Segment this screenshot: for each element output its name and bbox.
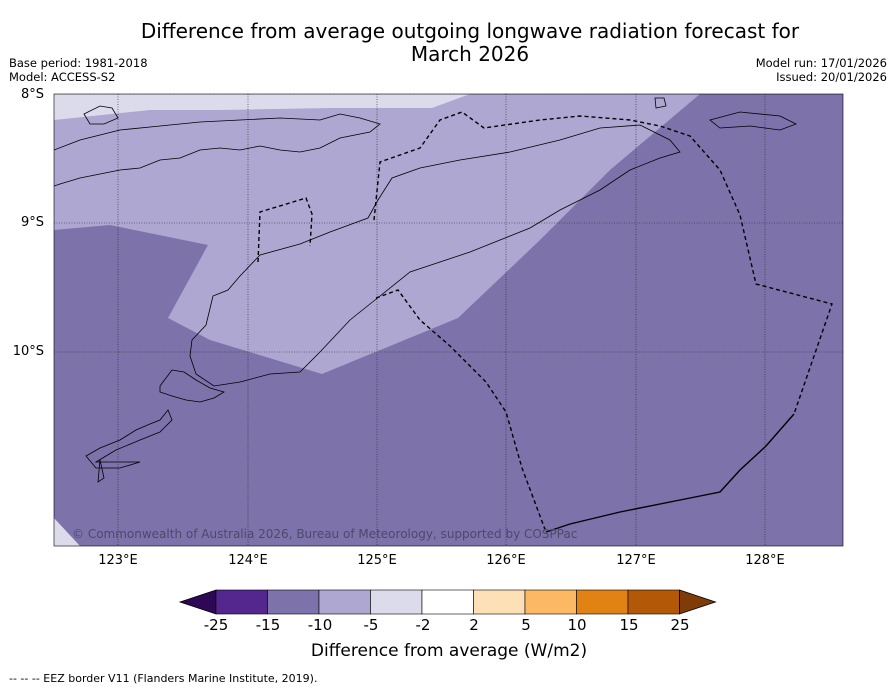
copyright-notice: © Commonwealth of Australia 2026, Bureau… <box>72 527 578 541</box>
model-name: Model: ACCESS-S2 <box>9 70 116 84</box>
model-run: Model run: 17/01/2026 <box>755 56 887 70</box>
eez-border <box>257 111 833 533</box>
timor-island <box>189 124 681 387</box>
colorbar-segment <box>370 589 423 615</box>
colorbar-segment <box>576 589 629 615</box>
map-title: Difference from average outgoing longwav… <box>100 20 840 66</box>
lat-label-10s: 10°S <box>12 344 44 359</box>
map-area <box>54 94 843 546</box>
title-line-2: March 2026 <box>410 42 530 66</box>
meta-left: Base period: 1981-2018 Model: ACCESS-S2 <box>9 56 148 84</box>
small-island-1 <box>654 97 667 109</box>
flores-island <box>54 113 381 187</box>
cb-tick: -5 <box>363 616 379 634</box>
meta-right: Model run: 17/01/2026 Issued: 20/01/2026 <box>756 56 887 84</box>
alor-island <box>159 369 225 403</box>
cb-tick: -15 <box>255 616 281 634</box>
lat-label-8s: 8°S <box>20 87 44 102</box>
colorbar-segment <box>267 589 320 615</box>
cb-tick: 15 <box>619 616 639 634</box>
gridlines <box>54 94 843 546</box>
region-light-corner <box>54 518 80 546</box>
region-light <box>54 94 470 120</box>
small-island-2 <box>83 105 119 125</box>
colorbar-segment <box>524 589 577 615</box>
colorbar <box>178 589 717 615</box>
lat-label-9s: 9°S <box>20 215 44 230</box>
title-line-1: Difference from average outgoing longwav… <box>140 19 800 43</box>
colorbar-segment <box>421 589 474 615</box>
colorbar-extend-high <box>679 589 717 615</box>
colorbar-label: Difference from average (W/m2) <box>310 641 588 661</box>
colorbar-segment <box>473 589 526 615</box>
lon-label-128e: 128°E <box>745 553 785 568</box>
cb-tick: -25 <box>203 616 229 634</box>
base-period: Base period: 1981-2018 <box>9 56 148 70</box>
lon-label-125e: 125°E <box>357 553 397 568</box>
cb-tick: 5 <box>521 616 531 634</box>
map-frame <box>53 93 844 547</box>
rote-island <box>85 409 173 469</box>
coastlines <box>54 97 797 483</box>
colorbar-segment <box>627 589 680 615</box>
eez-footnote: -- -- -- EEZ border V11 (Flanders Marine… <box>9 672 318 685</box>
colorbar-segment <box>318 589 371 615</box>
cb-tick: 10 <box>567 616 587 634</box>
lon-label-124e: 124°E <box>228 553 268 568</box>
cb-tick: -10 <box>307 616 333 634</box>
colorbar-extend-low <box>178 589 217 615</box>
cb-tick: 2 <box>469 616 479 634</box>
cb-tick: -2 <box>415 616 431 634</box>
lon-label-127e: 127°E <box>616 553 656 568</box>
small-island-3 <box>97 459 105 483</box>
colorbar-segment <box>215 589 268 615</box>
lon-label-126e: 126°E <box>486 553 526 568</box>
issued-date: Issued: 20/01/2026 <box>776 70 887 84</box>
cb-tick: 25 <box>670 616 690 634</box>
lon-label-123e: 123°E <box>98 553 138 568</box>
wetar-island <box>709 111 797 131</box>
